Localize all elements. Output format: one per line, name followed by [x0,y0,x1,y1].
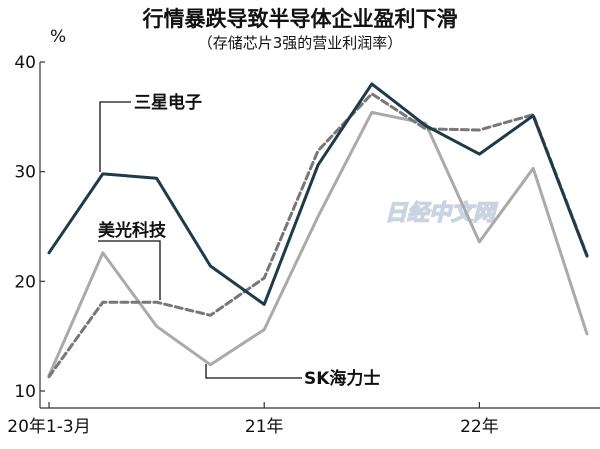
x-tick-label: 22年 [460,417,499,437]
x-tick-label: 20年1-3月 [7,417,90,437]
series-label-1: 美光科技 [98,220,167,241]
y-ticks: 10 20 30 40 [14,53,45,402]
series-label-2: SK海力士 [304,368,380,389]
series-line-0 [47,82,589,306]
x-tick-label: 21年 [245,417,284,437]
series-label-leader [205,364,302,379]
y-axis-unit: % [50,27,66,47]
x-ticks: 20年1-3月 21年 22年 [7,402,499,437]
series-lines [47,82,589,379]
y-tick-label: 40 [14,53,36,73]
axes [39,62,600,409]
chart-subtitle: （存储芯片3强的营业利润率） [198,34,403,52]
y-tick-label: 30 [14,163,36,183]
watermark: 日经中文网 [384,199,498,226]
chart-title: 行情暴跌导致半导体企业盈利下滑 [142,7,458,31]
watermark-text: 日经中文网 [385,200,498,226]
series-label-leader [98,240,161,300]
y-tick-label: 10 [14,382,36,402]
series-label-leader [99,101,131,172]
y-tick-label: 20 [14,272,36,292]
series-line-1 [47,92,589,379]
series-label-0: 三星电子 [134,92,202,113]
